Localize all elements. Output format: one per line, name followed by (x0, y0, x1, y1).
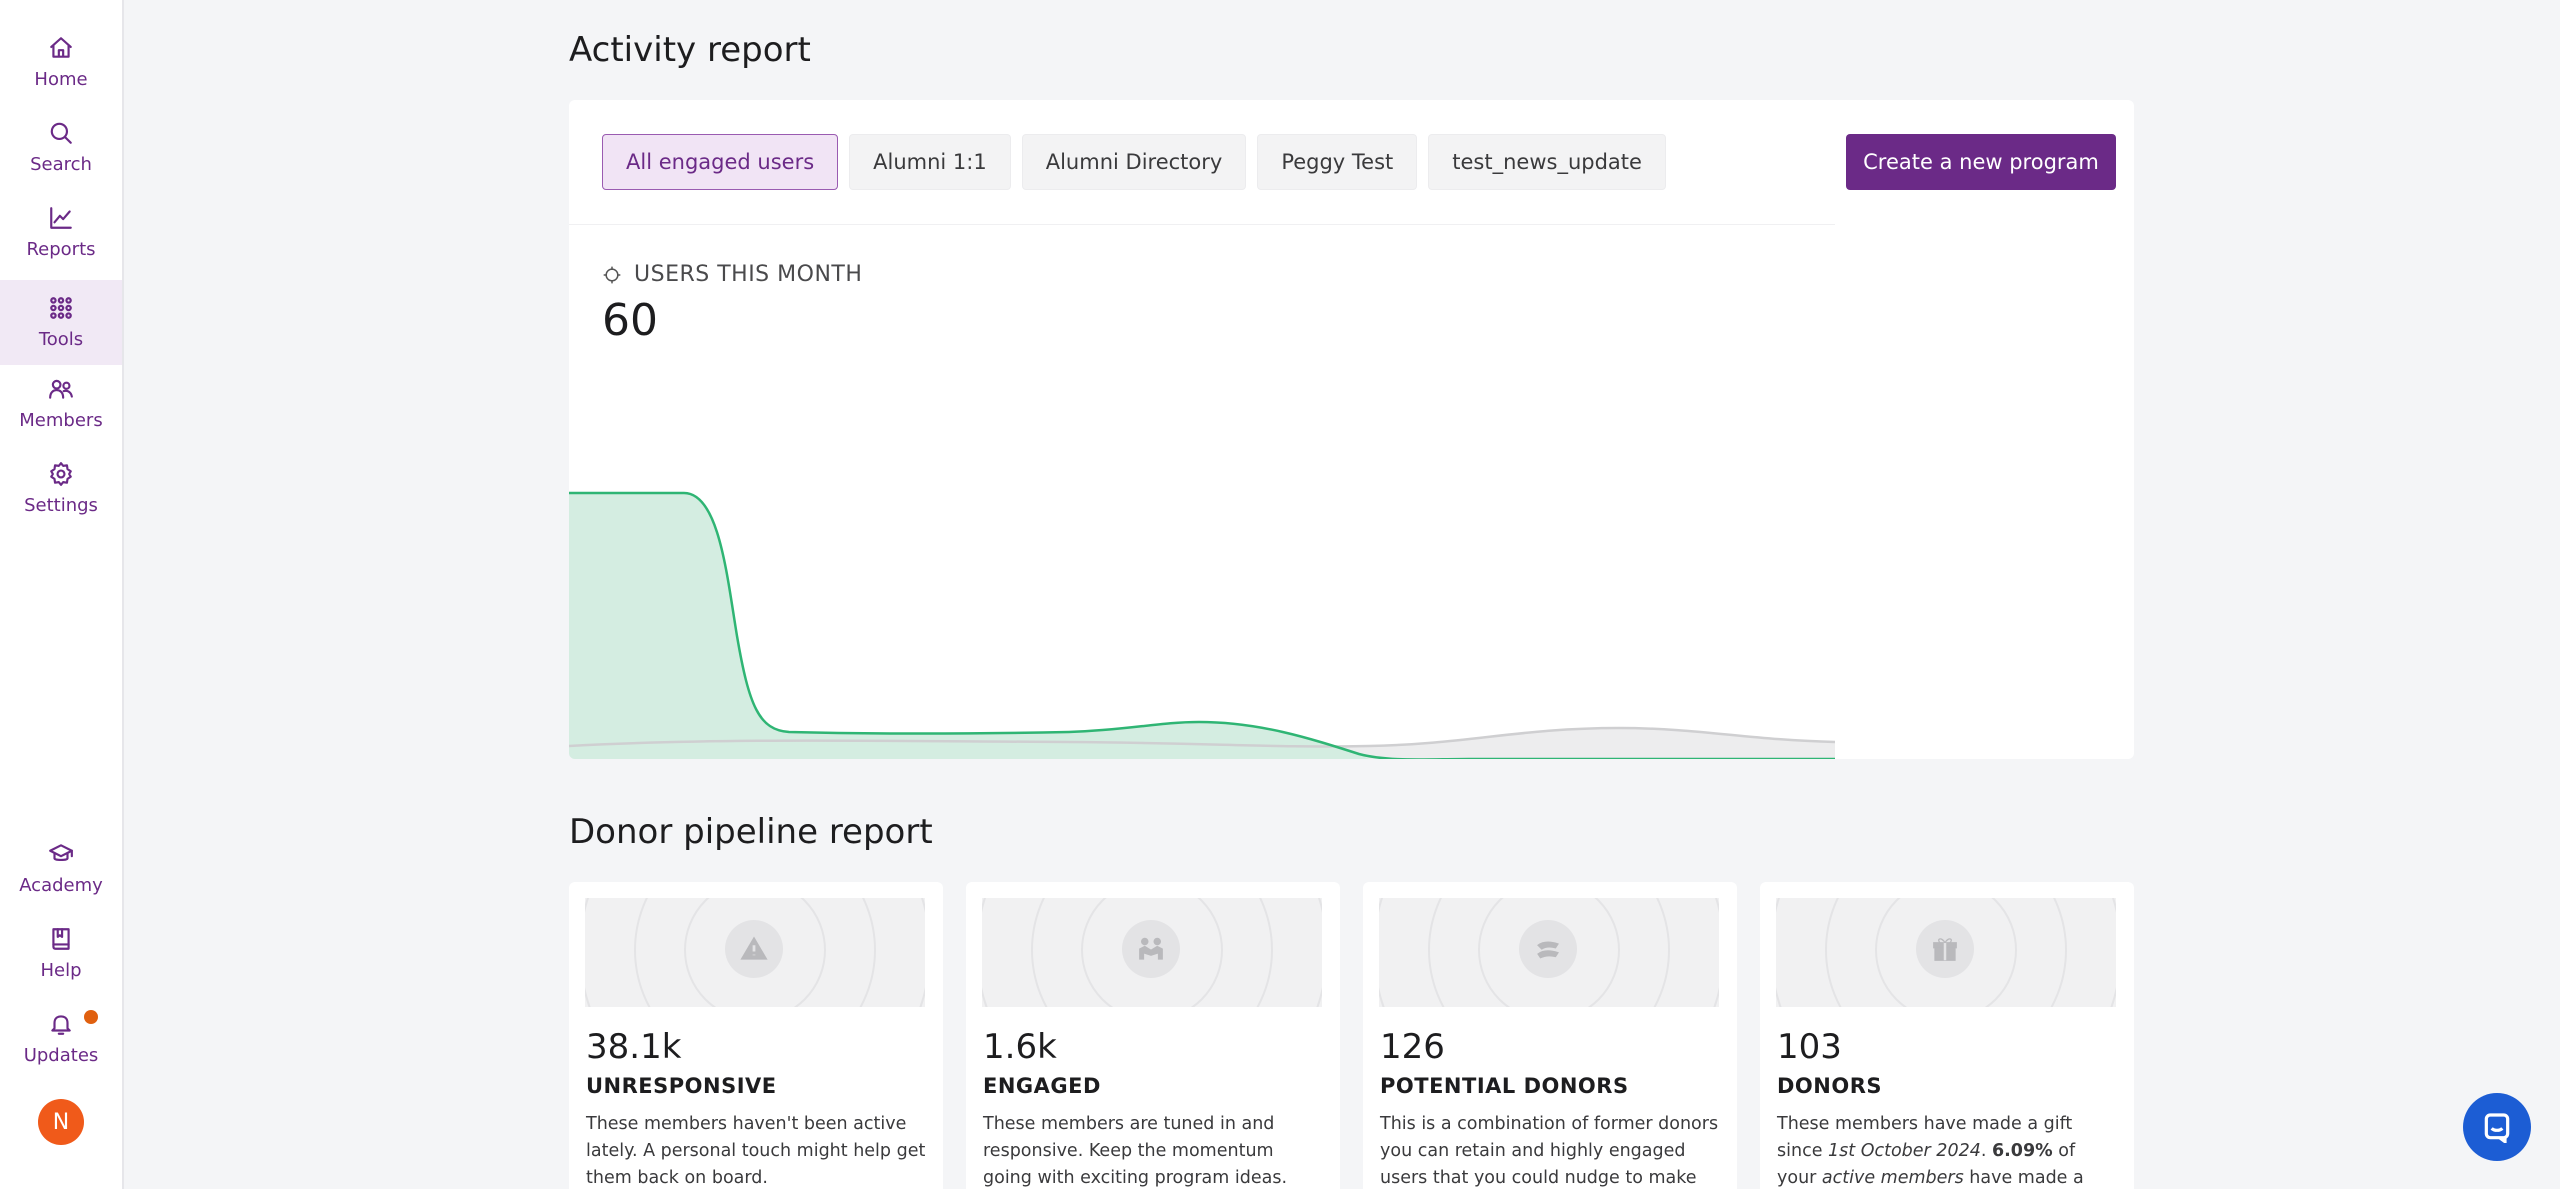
search-icon (50, 122, 72, 144)
members-icon (49, 379, 73, 399)
gear-icon (50, 462, 72, 486)
program-tabs: All engaged users Alumni 1:1 Alumni Dire… (602, 134, 1666, 190)
donor-card-engaged[interactable]: 1.6k ENGAGED These members are tuned in … (966, 882, 1340, 1189)
tab-all-engaged-users[interactable]: All engaged users (602, 134, 839, 190)
sidebar-item-label: Home (34, 69, 88, 90)
desc-text: . (1980, 1141, 1992, 1161)
divider (569, 224, 1835, 225)
sidebar-item-label: Tools (38, 329, 84, 350)
tab-alumni-directory[interactable]: Alumni Directory (1021, 134, 1247, 190)
grid-icon (50, 297, 72, 319)
graduation-cap-icon (49, 844, 73, 862)
donor-icon-wrapper (1519, 920, 1577, 978)
handshake-icon (1139, 937, 1163, 960)
home-icon (50, 37, 72, 58)
avatar[interactable]: N (38, 1099, 84, 1145)
donor-title: DONORS (1777, 1074, 1883, 1098)
book-icon (52, 928, 70, 950)
hand-coin-icon (1537, 941, 1559, 959)
tab-alumni-1-1[interactable]: Alumni 1:1 (849, 134, 1011, 190)
donor-description: This is a combination of former donors y… (1380, 1114, 1719, 1188)
donor-card-banner (1776, 898, 2116, 1007)
chat-launcher-button[interactable] (2463, 1093, 2531, 1161)
donor-description: These members have made a gift since 1st… (1777, 1111, 2117, 1189)
donor-value: 1.6k (983, 1027, 1057, 1067)
page-title: Activity report (569, 30, 811, 70)
users-area-chart (569, 491, 1835, 759)
donor-value: 38.1k (586, 1027, 682, 1067)
donor-description: These members are tuned in and responsiv… (983, 1114, 1288, 1188)
donor-title: UNRESPONSIVE (586, 1074, 777, 1098)
donor-card-banner (1379, 898, 1719, 1007)
chart-series-secondary-line (569, 726, 1835, 748)
sidebar-item-label: Reports (26, 239, 96, 260)
sidebar-item-label: Search (30, 154, 92, 175)
sidebar-item-search[interactable]: Search (0, 105, 122, 190)
target-icon (603, 266, 621, 283)
donor-icon-wrapper (1916, 920, 1974, 978)
donor-icon-wrapper (725, 920, 783, 978)
notification-dot (84, 1010, 98, 1024)
metric-value: 60 (602, 295, 658, 346)
sidebar-item-tools[interactable]: Tools (0, 280, 122, 365)
sidebar-item-settings[interactable]: Settings (0, 446, 122, 531)
donor-card-donors[interactable]: 103 DONORS These members have made a gif… (1760, 882, 2134, 1189)
sidebar-item-help[interactable]: Help (0, 911, 122, 996)
sidebar-item-home[interactable]: Home (0, 20, 122, 105)
desc-date: 1st October 2024 (1828, 1141, 1981, 1161)
donor-card-unresponsive[interactable]: 38.1k UNRESPONSIVE These members haven't… (569, 882, 943, 1189)
sidebar-item-label: Help (40, 960, 82, 981)
donor-title: ENGAGED (983, 1074, 1101, 1098)
sidebar-item-updates[interactable]: Updates (0, 996, 122, 1081)
sidebar: Home Search Reports Tools Members Settin… (0, 0, 124, 1189)
chart-line-icon (50, 207, 72, 229)
donor-title: POTENTIAL DONORS (1380, 1074, 1629, 1098)
donor-section-title: Donor pipeline report (569, 812, 933, 852)
gift-icon (1933, 938, 1957, 961)
sidebar-item-label: Updates (23, 1045, 99, 1066)
tab-test-news-update[interactable]: test_news_update (1428, 134, 1666, 190)
activity-card: All engaged users Alumni 1:1 Alumni Dire… (569, 100, 2134, 759)
donor-icon-wrapper (1122, 920, 1180, 978)
desc-active-members: active members (1821, 1168, 1964, 1188)
create-program-button[interactable]: Create a new program (1846, 134, 2116, 190)
sidebar-item-academy[interactable]: Academy (0, 826, 122, 911)
donor-value: 103 (1777, 1027, 1842, 1067)
donor-card-potential-donors[interactable]: 126 POTENTIAL DONORS This is a combinati… (1363, 882, 1737, 1189)
sidebar-item-label: Settings (24, 495, 98, 516)
donor-value: 126 (1380, 1027, 1445, 1067)
desc-percent: 6.09% (1991, 1141, 2053, 1161)
metric-header: USERS THIS MONTH (602, 262, 862, 287)
tab-peggy-test[interactable]: Peggy Test (1257, 134, 1418, 190)
sidebar-item-members[interactable]: Members (0, 361, 122, 446)
chat-icon (2484, 1113, 2510, 1143)
desc-text: These members have made a gift since (1777, 1114, 2073, 1161)
donor-card-banner (982, 898, 1322, 1007)
sidebar-item-label: Academy (19, 875, 103, 896)
metric-label: USERS THIS MONTH (634, 262, 863, 287)
desc-text: have made a gift this year. (1969, 1168, 2084, 1188)
sidebar-item-reports[interactable]: Reports (0, 190, 122, 275)
warning-icon (740, 936, 768, 960)
desc-text: of your (1777, 1141, 2076, 1188)
donor-card-banner (585, 898, 925, 1007)
bell-icon (51, 1015, 71, 1035)
donor-description: These members haven't been active lately… (586, 1114, 926, 1188)
sidebar-item-label: Members (19, 410, 103, 431)
chart-series-primary-fill (569, 493, 1369, 759)
chart-series-primary-line (569, 491, 1835, 759)
